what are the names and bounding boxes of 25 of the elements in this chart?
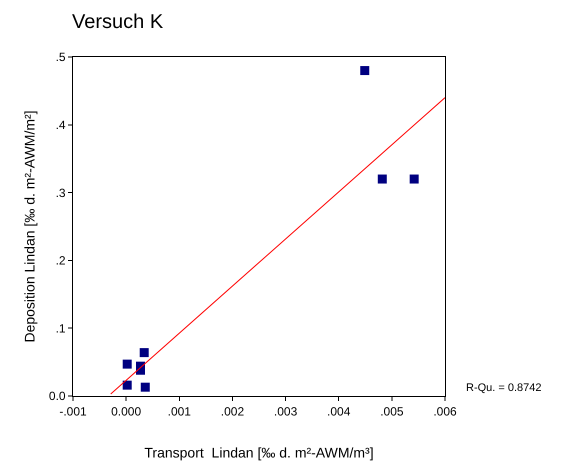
y-tick-label: .1 (56, 321, 66, 336)
y-tick-label: .2 (56, 254, 66, 268)
x-axis-title: Transport Lindan [‰ d. m²-AWM/m³] (144, 444, 374, 461)
x-tick-label: .004 (327, 404, 351, 418)
x-tick-label: .003 (274, 404, 298, 418)
point (360, 66, 370, 76)
point (378, 174, 387, 184)
point (122, 380, 132, 390)
y-tick-label: .3 (56, 186, 66, 200)
x-tick-label: -.001 (59, 404, 87, 418)
x-tick-label: .002 (220, 404, 244, 418)
x-tick-label: .001 (168, 404, 192, 418)
chart-title: Versuch K (72, 11, 164, 33)
text: R-Qu. = 0.8742 (466, 382, 542, 394)
y-tick-label: .4 (56, 118, 66, 132)
x-tick-label: .005 (380, 404, 404, 418)
x-tick-label: .006 (433, 404, 457, 418)
x-tick-label: 0.000 (111, 404, 142, 418)
point (140, 348, 149, 358)
y-tick-label: .5 (56, 50, 66, 64)
y-tick-label: 0.0 (48, 389, 66, 404)
y-axis-title: Deposition Lindan [‰ d. m²-AWM/m²] (22, 110, 38, 343)
point (410, 174, 419, 184)
point (140, 382, 150, 392)
point (122, 360, 132, 369)
